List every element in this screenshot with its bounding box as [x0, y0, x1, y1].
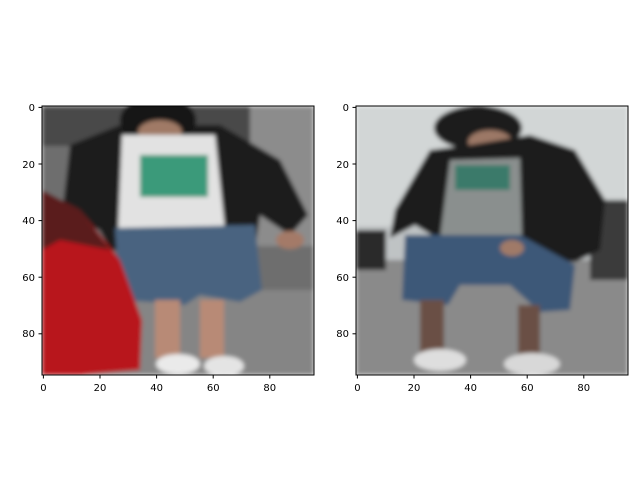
left-ytick-label: 40: [22, 216, 35, 227]
left-xtick-label: 40: [150, 383, 163, 394]
left-xticks: 0 20 40 60 80: [40, 375, 276, 394]
left-ytick-label: 20: [22, 160, 35, 171]
right-ytick-label: 60: [336, 273, 349, 284]
right-photo: [356, 106, 628, 375]
right-ytick-label: 20: [336, 160, 349, 171]
left-ytick-label: 0: [29, 103, 35, 114]
left-xtick-label: 0: [40, 383, 46, 394]
left-xtick-label: 60: [207, 383, 220, 394]
right-xtick-label: 0: [354, 383, 360, 394]
right-xtick-label: 60: [521, 383, 534, 394]
left-ytick-label: 80: [22, 329, 35, 340]
left-xtick-label: 80: [263, 383, 276, 394]
right-xtick-label: 80: [577, 383, 590, 394]
right-xtick-label: 40: [464, 383, 477, 394]
left-axes-frame: [41, 105, 315, 376]
left-yticks: 0 20 40 60 80: [22, 103, 42, 340]
left-xtick-label: 20: [94, 383, 107, 394]
right-yticks: 0 20 40 60 80: [336, 103, 356, 340]
right-xtick-label: 20: [408, 383, 421, 394]
right-ytick-label: 0: [343, 103, 349, 114]
right-axes-frame: [355, 105, 629, 376]
right-ytick-label: 40: [336, 216, 349, 227]
right-ytick-label: 80: [336, 329, 349, 340]
left-photo: [42, 106, 314, 375]
left-ytick-label: 60: [22, 273, 35, 284]
right-xticks: 0 20 40 60 80: [354, 375, 590, 394]
